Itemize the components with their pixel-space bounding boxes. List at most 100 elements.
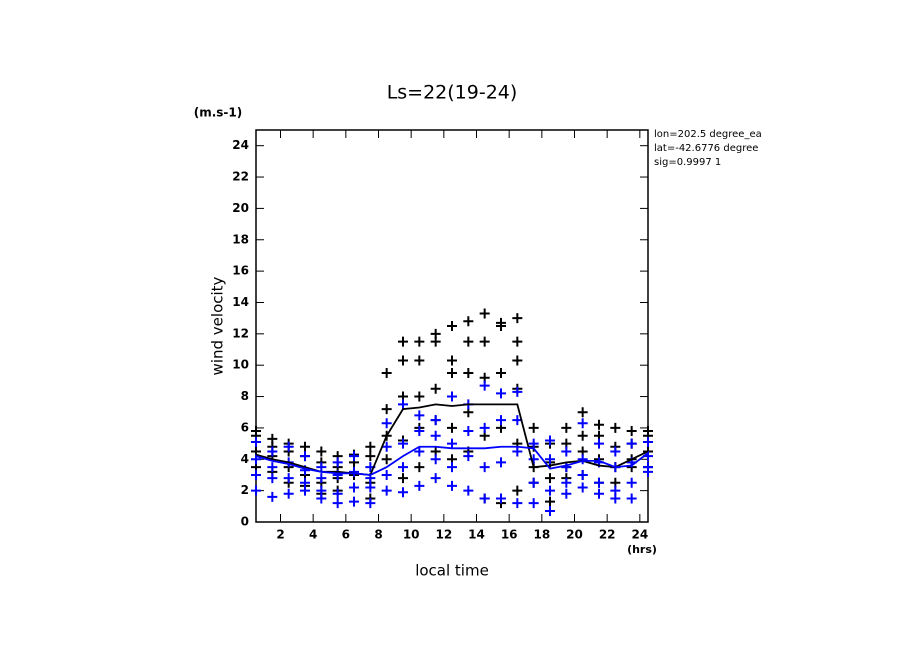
cross-marker xyxy=(414,391,425,402)
cross-marker xyxy=(561,462,572,473)
cross-marker xyxy=(430,473,441,484)
cross-marker xyxy=(430,454,441,465)
cross-marker xyxy=(365,441,376,452)
cross-marker xyxy=(512,386,523,397)
y-tick-label: 18 xyxy=(232,232,249,246)
x-tick-label: 20 xyxy=(566,528,583,542)
cross-marker xyxy=(316,446,327,457)
cross-marker xyxy=(430,336,441,347)
y-tick-label: 0 xyxy=(241,515,249,529)
cross-marker xyxy=(251,469,261,480)
cross-marker xyxy=(267,473,278,484)
cross-marker xyxy=(479,422,490,433)
cross-marker xyxy=(332,498,343,509)
x-tick-label: 18 xyxy=(533,528,550,542)
x-tick-label: 4 xyxy=(309,528,317,542)
x-axis-label: local time xyxy=(415,562,489,580)
cross-marker xyxy=(463,426,474,437)
x-tick-label: 24 xyxy=(631,528,648,542)
cross-marker xyxy=(626,477,637,488)
info-text: lat=-42.6776 degree xyxy=(654,143,758,154)
cross-marker xyxy=(512,336,523,347)
y-tick-label: 16 xyxy=(232,264,249,278)
y-tick-label: 22 xyxy=(232,170,249,184)
cross-marker xyxy=(496,388,506,399)
cross-marker xyxy=(381,404,392,415)
cross-marker xyxy=(381,454,392,465)
cross-marker xyxy=(398,473,408,484)
x-tick-label: 14 xyxy=(468,528,485,542)
cross-marker xyxy=(251,437,261,448)
cross-marker xyxy=(577,454,588,465)
cross-marker xyxy=(316,493,327,504)
cross-marker xyxy=(545,454,555,465)
cross-marker xyxy=(447,368,457,379)
cross-marker xyxy=(610,493,621,504)
y-tick-label: 12 xyxy=(232,326,249,340)
cross-marker xyxy=(594,477,604,488)
cross-marker xyxy=(316,462,327,473)
cross-marker xyxy=(381,441,392,452)
cross-marker xyxy=(528,438,539,449)
cross-marker xyxy=(381,418,392,429)
cross-marker xyxy=(267,491,278,502)
cross-marker xyxy=(577,418,588,429)
y-tick-label: 8 xyxy=(241,389,249,403)
cross-marker xyxy=(447,321,457,331)
x-tick-label: 10 xyxy=(403,528,420,542)
cross-marker xyxy=(414,446,425,457)
cross-marker xyxy=(447,422,457,433)
cross-marker xyxy=(349,496,359,507)
cross-marker xyxy=(398,336,408,347)
x-tick-label: 8 xyxy=(374,528,382,542)
cross-marker xyxy=(512,355,523,366)
cross-marker xyxy=(594,488,604,499)
cross-marker xyxy=(643,466,653,477)
cross-marker xyxy=(512,313,523,324)
cross-marker xyxy=(561,422,572,433)
info-text: lon=202.5 degree_ea xyxy=(654,129,762,140)
cross-marker xyxy=(479,308,490,319)
y-axis-label: wind velocity xyxy=(209,276,227,375)
y-tick-label: 2 xyxy=(241,483,249,497)
cross-marker xyxy=(447,438,457,449)
cross-marker xyxy=(512,485,523,496)
cross-marker xyxy=(267,446,278,457)
cross-marker xyxy=(496,493,506,504)
plot-frame xyxy=(255,129,649,523)
cross-marker xyxy=(430,430,441,441)
cross-marker xyxy=(414,480,425,491)
cross-marker xyxy=(528,454,539,465)
cross-marker xyxy=(463,316,474,327)
cross-marker xyxy=(316,473,327,484)
cross-marker xyxy=(414,355,425,366)
x-unit: (hrs) xyxy=(627,543,657,556)
cross-marker xyxy=(479,336,490,347)
x-tick-label: 22 xyxy=(599,528,616,542)
cross-marker xyxy=(594,438,604,449)
cross-marker xyxy=(414,426,425,437)
cross-marker xyxy=(561,488,572,499)
cross-marker xyxy=(381,368,392,379)
cross-marker xyxy=(512,446,523,457)
cross-marker xyxy=(414,410,425,421)
cross-marker xyxy=(300,441,310,452)
cross-marker xyxy=(463,336,474,347)
cross-marker xyxy=(626,493,637,504)
cross-marker xyxy=(463,451,474,462)
cross-marker xyxy=(496,368,506,379)
cross-marker xyxy=(479,493,490,504)
cross-marker xyxy=(561,446,572,457)
cross-marker xyxy=(512,498,523,509)
cross-marker xyxy=(283,488,294,499)
cross-marker xyxy=(365,451,376,462)
cross-marker xyxy=(414,462,425,473)
cross-marker xyxy=(479,380,490,391)
y-tick-label: 10 xyxy=(232,358,249,372)
cross-marker xyxy=(643,437,653,448)
cross-marker xyxy=(332,457,343,468)
cross-marker xyxy=(528,422,539,433)
cross-marker xyxy=(577,430,588,441)
cross-marker xyxy=(398,399,408,410)
cross-marker xyxy=(594,419,604,430)
